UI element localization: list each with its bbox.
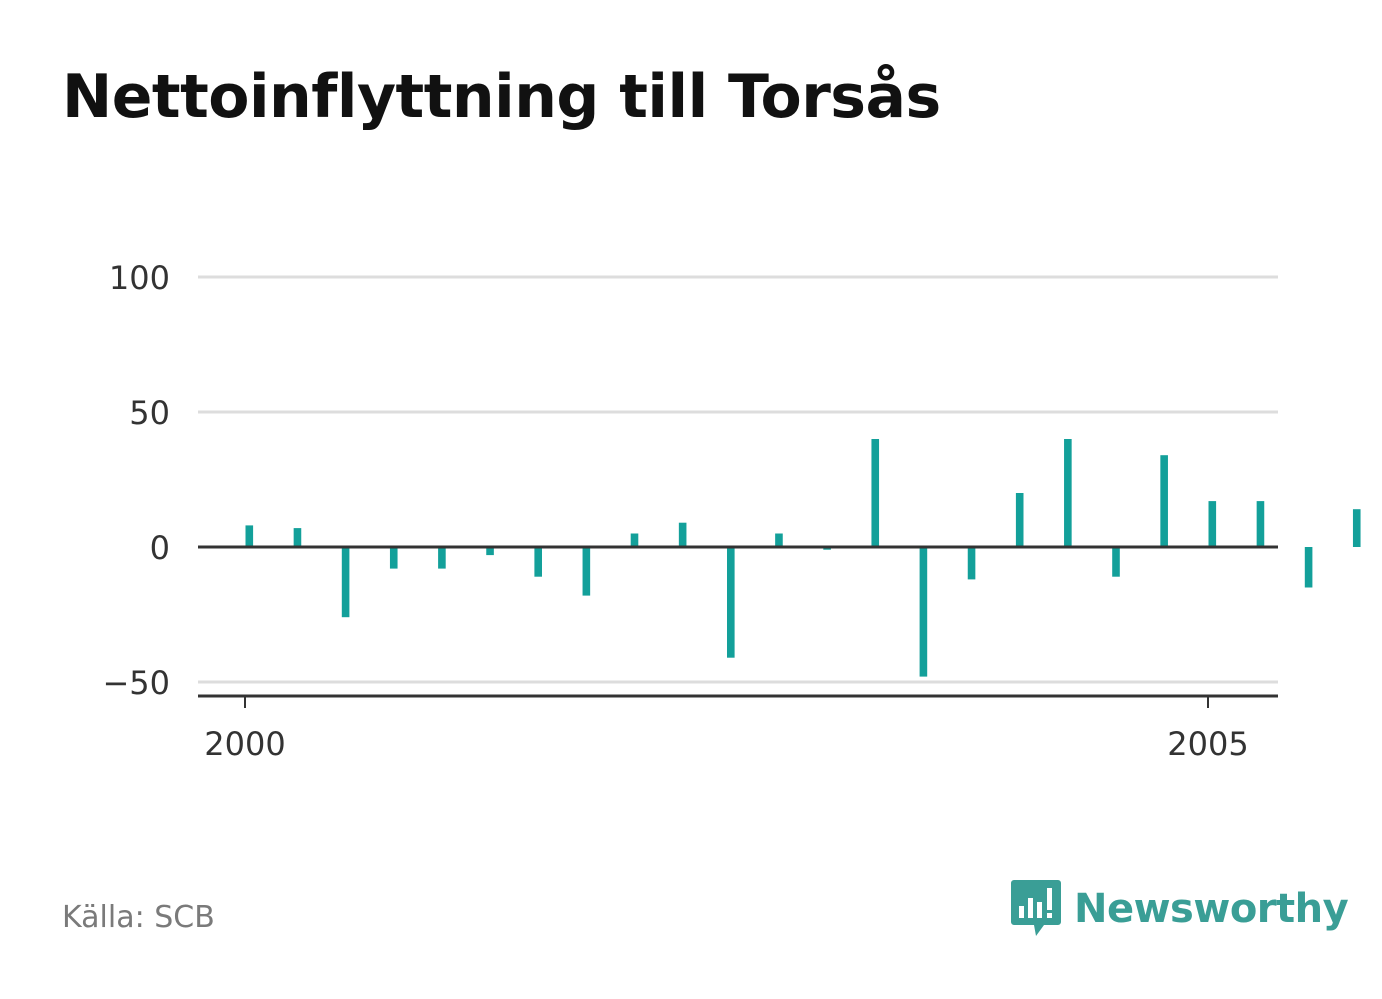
bar: [1064, 439, 1072, 547]
x-tick-label: 2005: [1167, 725, 1248, 763]
bar: [919, 547, 928, 677]
bar: [1304, 547, 1313, 588]
y-tick-label: 50: [129, 394, 170, 432]
bars: [245, 439, 1361, 677]
bar: [1015, 493, 1024, 547]
bar: [775, 533, 783, 547]
bar: [1160, 455, 1168, 547]
bar: [871, 439, 880, 547]
bar: [1352, 509, 1361, 547]
bar: [438, 547, 446, 569]
bar: [967, 547, 976, 580]
bar: [582, 547, 591, 596]
x-tick-label: 2000: [204, 725, 285, 763]
source-note: Källa: SCB: [62, 900, 215, 935]
bar: [1112, 547, 1120, 577]
bar: [678, 522, 687, 547]
bar: [727, 547, 735, 658]
axes: [198, 545, 1278, 708]
bar: [534, 547, 542, 577]
y-tick-label: −50: [102, 664, 170, 702]
bar: [486, 547, 494, 556]
bar: [293, 528, 302, 547]
bar: [630, 533, 639, 547]
newsworthy-logo-icon: [1011, 880, 1061, 936]
bar: [1208, 501, 1217, 547]
chart-title: Nettoinflyttning till Torsås: [62, 62, 941, 132]
bar: [245, 525, 254, 547]
y-tick-label: 100: [109, 259, 170, 297]
y-tick-label: 0: [150, 529, 170, 567]
bar: [389, 547, 398, 569]
bar: [1256, 501, 1265, 547]
grid-lines: [198, 275, 1278, 684]
tick-labels: −50050100200020052010201520202025: [102, 259, 1248, 763]
bar: [341, 547, 350, 618]
brand-logo: Newsworthy: [1010, 878, 1349, 940]
brand-name: Newsworthy: [1074, 886, 1349, 932]
bar-chart: −50050100200020052010201520202025: [102, 259, 1361, 763]
